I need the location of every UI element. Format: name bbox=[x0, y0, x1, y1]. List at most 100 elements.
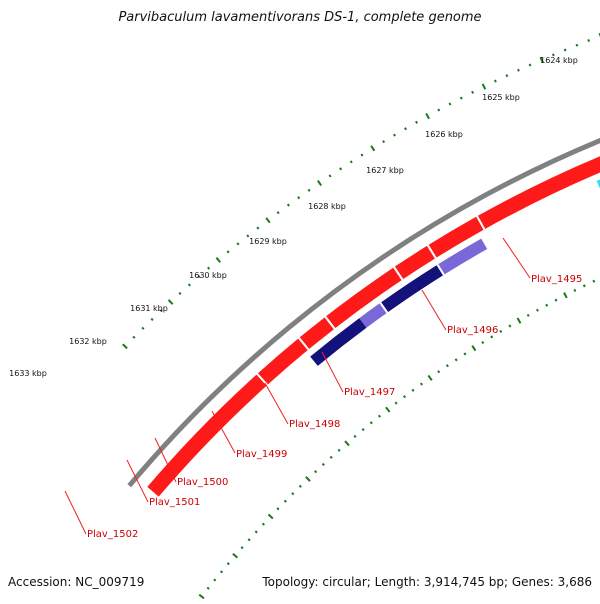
inner-scale-tick bbox=[284, 500, 286, 502]
outer-scale-tick bbox=[142, 327, 144, 329]
outer-scale-tick bbox=[371, 146, 374, 151]
outer-scale-tick bbox=[506, 75, 507, 77]
forward-gene-arrow[interactable] bbox=[399, 252, 431, 272]
outer-scale-tick bbox=[565, 49, 566, 51]
inner-scale-tick bbox=[241, 547, 243, 549]
gene-label[interactable]: Plav_1496 bbox=[447, 325, 498, 336]
inner-scale-tick bbox=[574, 289, 575, 291]
outer-scale-tick bbox=[329, 175, 330, 177]
label-leader-lines bbox=[65, 238, 530, 534]
inner-scale-tick bbox=[546, 304, 547, 306]
forward-gene-arrow[interactable] bbox=[305, 323, 330, 343]
outer-scale-tick bbox=[288, 204, 289, 206]
inner-scale-tick bbox=[593, 280, 594, 282]
outer-scale-tick bbox=[169, 300, 173, 304]
outer-scale-tick bbox=[426, 114, 429, 119]
genome-backbone bbox=[129, 47, 600, 486]
inner-scale-tick bbox=[455, 359, 456, 361]
inner-scale-tick bbox=[248, 539, 250, 541]
inner-scale-tick bbox=[345, 441, 349, 446]
inner-scale-tick bbox=[227, 563, 229, 565]
gene-label-leader-line bbox=[65, 491, 86, 534]
outer-scale-tick bbox=[298, 197, 299, 199]
inner-scale-tick bbox=[428, 375, 431, 380]
inner-scale-tick bbox=[268, 514, 272, 518]
gene-label[interactable]: Plav_1498 bbox=[289, 419, 340, 430]
map-title: Parvibaculum lavamentivorans DS-1, compl… bbox=[0, 10, 600, 25]
inner-scale-tick bbox=[464, 353, 465, 355]
outer-scale-tick bbox=[237, 243, 239, 245]
scale-label: 1630 kbp bbox=[189, 271, 227, 280]
inner-scale-tick bbox=[395, 402, 396, 404]
forward-gene-arrow[interactable] bbox=[482, 139, 600, 222]
inner-scale-tick bbox=[315, 471, 317, 473]
outer-scale-tick bbox=[416, 121, 417, 123]
outer-scale-tick bbox=[405, 128, 406, 130]
outer-scale-tick bbox=[518, 69, 519, 71]
inner-scale-tick bbox=[491, 336, 492, 338]
outer-scale-tick bbox=[308, 189, 309, 191]
inner-scale-tick bbox=[371, 422, 373, 424]
map-labels: 1624 kbp 1625 kbp 1626 kbp 1627 kbp 1628 kbp… bbox=[9, 56, 582, 540]
inner-scale-tick bbox=[438, 371, 439, 373]
inner-scale-tick bbox=[233, 554, 238, 558]
scale-label: 1625 kbp bbox=[482, 93, 520, 102]
inner-scale-tick bbox=[221, 571, 223, 573]
forward-gene-arrow[interactable] bbox=[263, 344, 303, 378]
forward-gene-arrow[interactable] bbox=[153, 380, 262, 492]
inner-scale-tick bbox=[214, 579, 216, 581]
inner-scale-tick bbox=[306, 477, 310, 481]
inner-scale-tick bbox=[323, 464, 325, 466]
outer-scale-tick bbox=[133, 336, 135, 338]
inner-scale-tick bbox=[509, 325, 510, 327]
outer-scale-tick bbox=[266, 218, 270, 223]
scale-label: 1626 kbp bbox=[425, 130, 463, 139]
inner-scale-tick bbox=[500, 330, 501, 332]
outer-scale-tick bbox=[208, 267, 210, 269]
inner-scale-tick bbox=[412, 389, 413, 391]
scale-label: 1633 kbp bbox=[9, 369, 47, 378]
outer-scale-tick bbox=[189, 284, 191, 286]
reverse-gene-arrow[interactable] bbox=[363, 308, 383, 323]
scale-label: 1627 kbp bbox=[366, 166, 404, 175]
inner-scale-tick bbox=[447, 365, 448, 367]
scale-label: 1624 kbp bbox=[540, 56, 578, 65]
inner-scale-tick bbox=[338, 449, 340, 451]
outer-scale-tick bbox=[530, 64, 531, 66]
scale-label: 1628 kbp bbox=[308, 202, 346, 211]
inner-scale-tick bbox=[564, 293, 567, 298]
gene-label[interactable]: Plav_1495 bbox=[531, 274, 582, 285]
inner-scale-tick bbox=[379, 415, 381, 417]
gene-label-leader-line bbox=[322, 352, 343, 392]
inner-scale-tick bbox=[404, 396, 405, 398]
gene-label-leader-line bbox=[422, 290, 446, 330]
gene-label[interactable]: Plav_1501 bbox=[149, 497, 200, 508]
inner-scale-tick bbox=[277, 508, 279, 510]
outer-scale-tick bbox=[449, 103, 450, 105]
gene-label[interactable]: Plav_1502 bbox=[87, 529, 138, 540]
inner-scale-tick bbox=[300, 485, 302, 487]
inner-scale-tick bbox=[263, 523, 265, 525]
gene-label-leader-line bbox=[265, 383, 288, 424]
scale-label: 1631 kbp bbox=[130, 304, 168, 313]
inner-scale-tick bbox=[482, 341, 483, 343]
gene-label[interactable]: Plav_1499 bbox=[236, 449, 287, 460]
gene-label[interactable]: Plav_1500 bbox=[177, 477, 228, 488]
outer-scale-tick bbox=[179, 293, 181, 295]
inner-scale-tick bbox=[528, 314, 529, 316]
outer-scale-tick bbox=[438, 109, 439, 111]
inner-scale-tick bbox=[199, 595, 204, 599]
outer-scale-tick bbox=[394, 134, 395, 136]
outer-scale-tick bbox=[588, 39, 589, 41]
outer-scale-tick bbox=[257, 227, 258, 229]
inner-scale-tick bbox=[207, 587, 209, 588]
inner-scale-tick bbox=[472, 346, 475, 351]
inner-scale-tick bbox=[292, 493, 294, 495]
backbone-arc bbox=[129, 47, 600, 486]
gene-label[interactable]: Plav_1497 bbox=[344, 387, 395, 398]
outer-scale-tick bbox=[361, 154, 362, 156]
outer-scale-tick bbox=[340, 168, 341, 170]
inner-scale-tick bbox=[537, 309, 538, 311]
outer-scale-tick bbox=[123, 344, 127, 348]
